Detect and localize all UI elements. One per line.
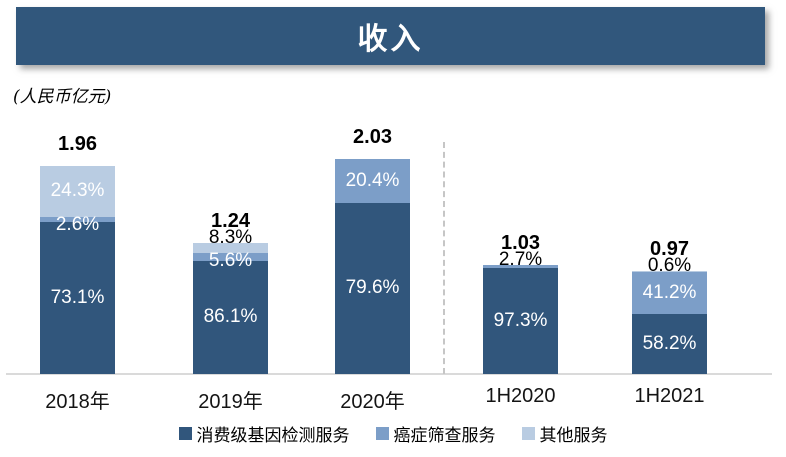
unit-label: (人民币亿元) [13,87,112,107]
legend-item: 其他服务 [521,421,608,446]
bar-segment-label: 79.6% [345,277,400,299]
legend-label: 其他服务 [539,425,608,446]
x-axis-label: 2018年 [45,391,110,413]
x-axis-label: 1H2021 [634,385,705,407]
bar-segment-cancer [632,271,707,315]
bar-segment-label: 5.6% [208,250,253,272]
legend-item: 消费级基因检测服务 [178,421,350,446]
bar-segment-cancer [483,264,558,268]
chart-title-bar: 收入 [16,7,765,65]
x-axis-label: 2020年 [340,391,405,413]
bar-segment-other [40,166,115,217]
bar-total-label: 1.03 [501,231,540,254]
bar-segment-consumer [40,222,115,374]
bar-segment-cancer [193,253,268,261]
legend-swatch-icon [178,426,192,440]
bar-segment-label: 2.7% [498,248,543,270]
x-axis-label: 1H2020 [485,385,556,407]
bar-total-label: 1.96 [58,133,97,156]
x-axis-line [6,373,772,375]
bar-segment-cancer [335,158,410,203]
bar-segment-consumer [483,267,558,374]
chart-title: 收入 [357,22,424,57]
bar-segment-other [632,271,707,273]
bar-segment-consumer [193,260,268,374]
bar-segment-label: 73.1% [50,287,105,309]
bar-total-label: 0.97 [650,238,689,261]
legend-label: 癌症筛查服务 [393,425,496,446]
x-axis-label: 2019年 [198,391,263,413]
bar-segment-label: 86.1% [203,306,258,328]
bar-total-label: 2.03 [353,125,392,148]
bar-segment-consumer [335,202,410,374]
bar-segment-label: 2.6% [55,213,100,235]
legend-swatch-icon [521,426,535,440]
bar-segment-label: 58.2% [642,333,697,355]
legend-swatch-icon [375,426,389,440]
legend: 消费级基因检测服务 癌症筛查服务 其他服务 [0,421,786,446]
legend-item: 癌症筛查服务 [375,421,496,446]
bar-segment-label: 20.4% [345,169,400,191]
bar-segment-consumer [632,314,707,374]
bar-segment-label: 97.3% [493,309,548,331]
bar-segment-label: 24.3% [50,180,105,202]
bar-total-label: 1.24 [211,209,250,232]
bar-segment-cancer [40,216,115,223]
bar-segment-label: 41.2% [642,281,697,303]
bar-segment-label: 0.6% [647,255,692,277]
bar-segment-label: 8.3% [208,226,253,248]
legend-label: 消费级基因检测服务 [196,425,350,446]
bar-segment-other [193,242,268,254]
period-divider-dashed-line [443,142,445,374]
